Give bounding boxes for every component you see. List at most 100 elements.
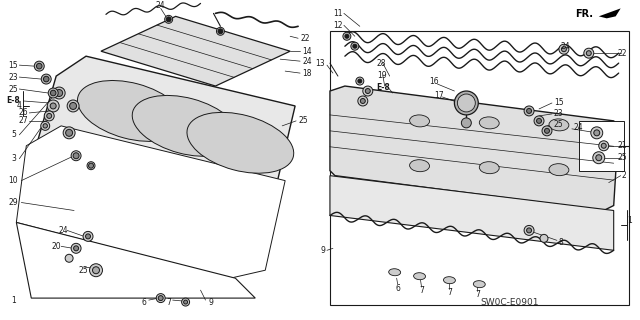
Circle shape: [458, 94, 476, 112]
Ellipse shape: [474, 281, 485, 288]
Text: 25: 25: [554, 120, 564, 129]
Circle shape: [358, 79, 362, 83]
Text: 9: 9: [320, 246, 325, 255]
Text: 24: 24: [156, 1, 166, 10]
Circle shape: [67, 100, 79, 112]
Circle shape: [56, 90, 63, 97]
Circle shape: [36, 63, 42, 69]
Circle shape: [53, 87, 65, 99]
Text: 7: 7: [447, 288, 452, 297]
Text: 19: 19: [377, 71, 387, 80]
Circle shape: [156, 294, 165, 303]
Polygon shape: [36, 56, 295, 201]
Text: 15: 15: [554, 99, 564, 108]
Text: 24: 24: [58, 226, 68, 235]
Text: FR.: FR.: [575, 9, 593, 20]
Circle shape: [594, 130, 600, 136]
Polygon shape: [330, 31, 628, 305]
Circle shape: [586, 51, 591, 56]
Circle shape: [218, 29, 223, 34]
Polygon shape: [330, 176, 614, 250]
Text: 26: 26: [19, 108, 28, 117]
Text: 13: 13: [316, 59, 325, 68]
Text: SW0C-E0901: SW0C-E0901: [480, 298, 538, 307]
Text: 25: 25: [617, 153, 627, 162]
Circle shape: [454, 91, 478, 115]
Ellipse shape: [187, 112, 294, 173]
Text: 22: 22: [617, 49, 627, 58]
Circle shape: [70, 102, 77, 109]
Text: 21: 21: [617, 141, 627, 150]
Ellipse shape: [410, 115, 429, 127]
Circle shape: [90, 264, 102, 277]
Text: 6: 6: [141, 298, 146, 307]
Circle shape: [43, 124, 47, 128]
Circle shape: [164, 15, 173, 23]
Text: 7: 7: [475, 290, 480, 299]
Polygon shape: [17, 126, 285, 278]
Circle shape: [536, 118, 541, 124]
Text: 24: 24: [561, 42, 570, 51]
Circle shape: [351, 42, 359, 50]
Text: 28: 28: [377, 59, 387, 68]
Text: 15: 15: [8, 60, 18, 70]
Text: 1: 1: [627, 216, 632, 225]
Circle shape: [88, 163, 93, 168]
Circle shape: [83, 231, 93, 241]
Text: 4: 4: [17, 101, 22, 110]
Circle shape: [527, 108, 532, 113]
Text: E-8: E-8: [377, 83, 390, 92]
Ellipse shape: [77, 81, 184, 141]
Ellipse shape: [479, 162, 499, 174]
Circle shape: [596, 155, 602, 161]
Circle shape: [182, 298, 189, 306]
Text: 6: 6: [396, 284, 400, 293]
Text: 12: 12: [333, 21, 342, 30]
Text: 2: 2: [622, 171, 627, 180]
Circle shape: [353, 44, 357, 48]
Circle shape: [584, 48, 594, 58]
Circle shape: [358, 96, 368, 106]
Circle shape: [50, 103, 56, 109]
Polygon shape: [101, 16, 290, 86]
Circle shape: [593, 152, 605, 164]
Circle shape: [524, 225, 534, 236]
Text: 23: 23: [8, 73, 18, 82]
Circle shape: [540, 234, 548, 242]
Circle shape: [47, 113, 52, 118]
Text: 24: 24: [574, 123, 584, 132]
Circle shape: [87, 162, 95, 170]
Circle shape: [48, 88, 58, 98]
Circle shape: [524, 106, 534, 116]
Polygon shape: [17, 222, 255, 298]
Circle shape: [71, 243, 81, 253]
Circle shape: [41, 74, 51, 84]
Text: 18: 18: [302, 68, 312, 78]
Circle shape: [93, 267, 99, 274]
Circle shape: [63, 127, 75, 139]
Circle shape: [41, 121, 50, 130]
Circle shape: [74, 246, 79, 251]
Circle shape: [35, 61, 44, 71]
Text: 14: 14: [302, 47, 312, 56]
Circle shape: [527, 228, 532, 233]
Circle shape: [86, 234, 90, 239]
Text: 9: 9: [208, 298, 213, 307]
Text: 25: 25: [8, 84, 18, 93]
Text: 8: 8: [559, 238, 564, 247]
Circle shape: [44, 111, 54, 121]
Circle shape: [591, 127, 603, 139]
Text: 5: 5: [11, 130, 16, 139]
Circle shape: [166, 17, 171, 22]
Text: 24: 24: [302, 57, 312, 66]
Circle shape: [542, 126, 552, 136]
Polygon shape: [599, 8, 621, 18]
Ellipse shape: [549, 119, 569, 131]
Circle shape: [65, 254, 73, 262]
Polygon shape: [579, 121, 623, 171]
Text: 7: 7: [419, 286, 424, 295]
Circle shape: [51, 90, 56, 96]
Circle shape: [47, 100, 59, 112]
Circle shape: [534, 116, 544, 126]
Circle shape: [66, 129, 72, 136]
